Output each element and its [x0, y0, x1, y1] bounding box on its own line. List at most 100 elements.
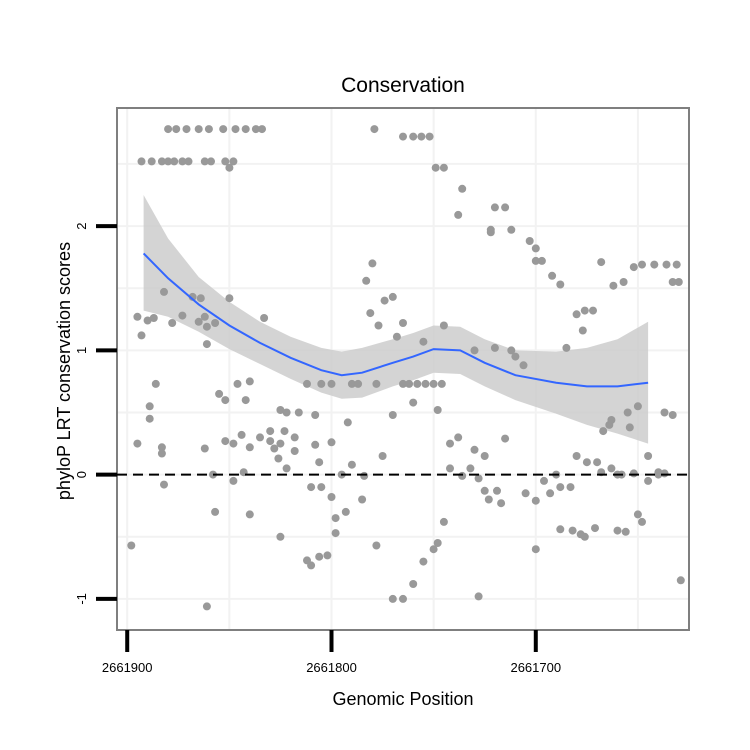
chart-title: Conservation [341, 74, 465, 97]
data-point [200, 157, 209, 166]
data-point [490, 343, 499, 352]
data-point [290, 447, 299, 455]
data-point [439, 517, 448, 526]
x-axis-label: Genomic Position [332, 689, 473, 709]
data-point [145, 414, 154, 423]
data-point [676, 576, 685, 585]
data-point [221, 437, 230, 446]
data-point [572, 452, 581, 460]
data-point [466, 464, 475, 473]
data-point [200, 312, 209, 321]
data-point [629, 469, 638, 478]
data-point [231, 125, 240, 134]
data-point [419, 337, 428, 346]
data-point [290, 433, 299, 442]
data-point [178, 157, 187, 166]
data-point [623, 408, 632, 417]
data-point [580, 532, 589, 541]
data-point [251, 125, 260, 134]
axes: -1 0 1 2 2661900 2661800 2661700 [74, 222, 561, 675]
data-point [194, 125, 203, 134]
data-point [372, 379, 381, 388]
data-point [486, 228, 495, 237]
data-point [399, 594, 407, 603]
data-point [582, 458, 591, 467]
y-tick-label: 1 [74, 347, 89, 354]
data-point [157, 443, 166, 452]
data-point [370, 125, 379, 134]
data-point [521, 489, 530, 498]
data-point [151, 379, 160, 388]
data-point [229, 476, 238, 485]
data-point [368, 259, 377, 268]
data-point [237, 430, 246, 439]
data-point [137, 157, 146, 166]
data-point [607, 464, 616, 473]
data-point [421, 379, 430, 388]
data-point [164, 125, 173, 134]
data-point [388, 411, 397, 419]
data-point [446, 464, 454, 473]
data-point [145, 402, 154, 411]
data-point [245, 510, 254, 519]
data-point [245, 377, 254, 386]
data-point [143, 316, 152, 325]
data-point [225, 294, 234, 303]
data-point [200, 444, 209, 453]
data-point [207, 157, 215, 166]
data-point [433, 406, 442, 414]
data-point [439, 321, 448, 330]
data-point [276, 406, 285, 414]
data-point [419, 557, 428, 566]
data-point [525, 237, 534, 245]
data-point [219, 125, 228, 134]
data-point [157, 449, 166, 458]
data-point [347, 379, 356, 388]
data-point [372, 541, 381, 550]
data-point [241, 396, 250, 405]
data-point [221, 157, 230, 166]
data-point [437, 379, 446, 388]
data-point [133, 439, 142, 448]
data-point [256, 433, 264, 442]
data-point [480, 486, 489, 495]
data-point [157, 157, 166, 166]
data-point [650, 260, 659, 269]
data-point [341, 507, 350, 516]
data-point [480, 452, 489, 460]
data-point [433, 539, 442, 547]
data-point [429, 379, 438, 388]
data-point [331, 529, 340, 538]
data-point [331, 514, 340, 523]
data-point [597, 258, 606, 267]
data-point [362, 276, 371, 285]
data-point [358, 495, 367, 504]
data-point [537, 256, 546, 265]
data-point [164, 157, 173, 166]
data-point [531, 496, 540, 505]
data-point [566, 483, 575, 492]
data-point [211, 319, 220, 327]
data-point [366, 309, 375, 318]
data-point [229, 157, 238, 166]
data-point [196, 294, 205, 303]
x-tick-label: 2661700 [510, 660, 561, 675]
y-tick-label: -1 [74, 593, 89, 605]
data-point [147, 157, 156, 166]
data-point [501, 203, 510, 212]
data-point [562, 343, 571, 352]
data-point [378, 452, 387, 460]
data-point [672, 260, 681, 269]
data-point [266, 437, 275, 446]
data-point [317, 379, 326, 388]
data-point [315, 552, 324, 561]
data-point [311, 411, 320, 419]
data-point [474, 474, 483, 483]
data-point [327, 379, 336, 388]
data-point [578, 326, 587, 335]
data-point [168, 319, 177, 327]
confidence-band [143, 195, 649, 444]
data-point [347, 460, 356, 469]
data-point [405, 379, 414, 388]
